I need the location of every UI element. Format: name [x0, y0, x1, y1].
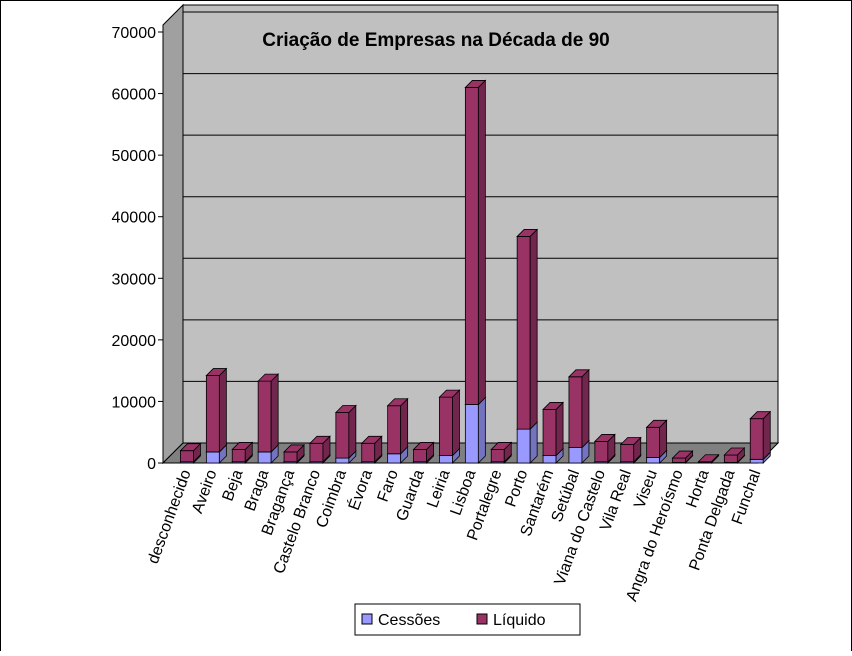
- bar-side: [530, 229, 537, 429]
- legend-swatch: [477, 614, 487, 624]
- bar-segment: [336, 458, 349, 463]
- y-tick-label: 60000: [112, 87, 157, 104]
- bar-segment: [621, 445, 634, 462]
- y-tick-label: 40000: [112, 210, 157, 227]
- bar-segment: [439, 397, 452, 455]
- bar-side: [219, 369, 226, 452]
- bar-side: [478, 398, 485, 463]
- bar-side: [556, 402, 563, 455]
- bar-segment: [750, 419, 763, 460]
- bar-segment: [284, 452, 297, 462]
- bar-segment: [491, 449, 504, 461]
- bar-segment: [543, 409, 556, 455]
- bar-segment: [206, 376, 219, 452]
- bar-segment: [543, 456, 556, 463]
- y-tick-label: 70000: [112, 25, 157, 42]
- bar-segment: [517, 429, 530, 463]
- legend-label: Cessões: [378, 612, 440, 629]
- bar-side: [452, 390, 459, 455]
- y-tick-label: 0: [147, 456, 156, 473]
- bar-side: [271, 374, 278, 452]
- chart-title: Criação de Empresas na Década de 90: [262, 30, 609, 51]
- bar-segment: [569, 448, 582, 463]
- bar-segment: [336, 413, 349, 459]
- bar-segment: [647, 427, 660, 457]
- bar-segment: [673, 458, 686, 462]
- bar-segment: [517, 236, 530, 429]
- y-tick-label: 10000: [112, 394, 157, 411]
- bar-side: [582, 370, 589, 448]
- bar-segment: [569, 377, 582, 448]
- bar-side: [478, 80, 485, 404]
- bar-segment: [258, 381, 271, 452]
- bar-segment: [750, 459, 763, 463]
- bar-segment: [258, 452, 271, 463]
- y-tick-label: 30000: [112, 271, 157, 288]
- bar-segment: [232, 449, 245, 461]
- legend-swatch: [362, 614, 372, 624]
- legend-label: Líquido: [493, 612, 546, 629]
- bar-segment: [206, 452, 219, 463]
- bar-segment: [465, 405, 478, 463]
- bar-side: [763, 412, 770, 460]
- bar-segment: [180, 451, 193, 462]
- bar-segment: [465, 87, 478, 404]
- bar-segment: [388, 454, 401, 463]
- bar-segment: [388, 406, 401, 454]
- side-wall: [163, 5, 183, 463]
- bar-side: [349, 406, 356, 459]
- bar-segment: [647, 457, 660, 463]
- y-tick-label: 50000: [112, 148, 157, 165]
- y-tick-label: 20000: [112, 333, 157, 350]
- bar-segment: [439, 456, 452, 463]
- bar-segment: [362, 443, 375, 461]
- bar-segment: [724, 455, 737, 462]
- bar-segment: [310, 443, 323, 461]
- bar-segment: [414, 449, 427, 461]
- bar-segment: [595, 441, 608, 461]
- bar-side: [401, 399, 408, 454]
